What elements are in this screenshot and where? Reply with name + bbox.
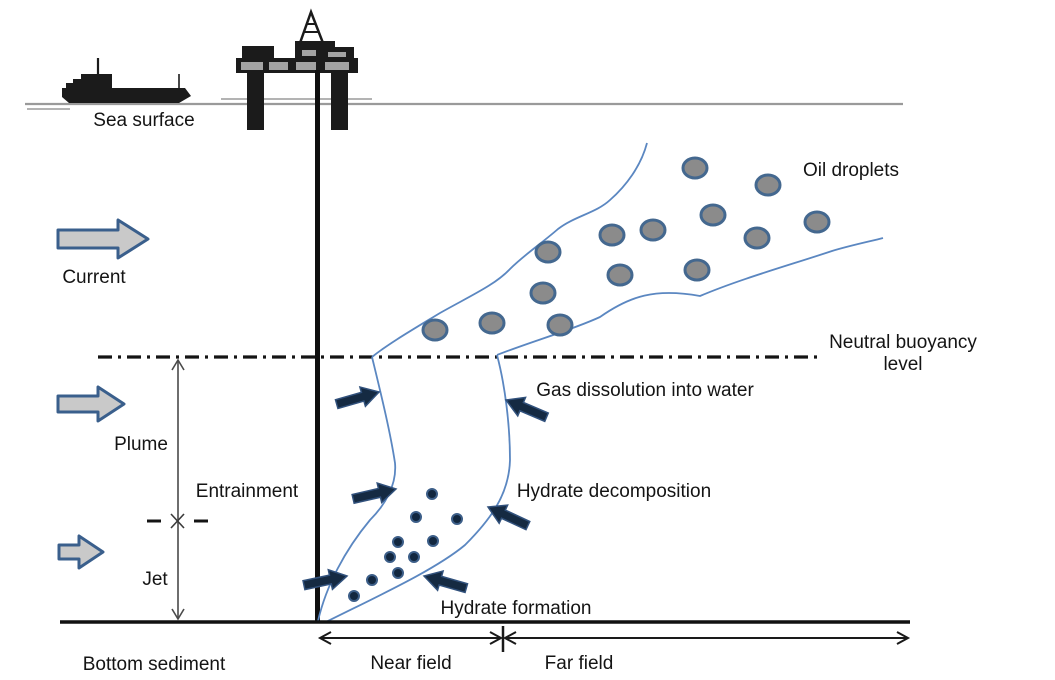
hydrate-formation-label: Hydrate formation bbox=[440, 598, 591, 619]
gas-dissolution-label: Gas dissolution into water bbox=[536, 380, 754, 401]
hydrate-particle bbox=[348, 590, 360, 602]
hydrate-particle bbox=[392, 536, 404, 548]
current-arrow bbox=[57, 534, 105, 570]
bottom-sediment-label: Bottom sediment bbox=[83, 654, 226, 675]
oil-droplets-label: Oil droplets bbox=[803, 160, 899, 181]
riser-pipe bbox=[315, 70, 320, 621]
oil-droplet bbox=[546, 313, 574, 337]
entrainment-arrows-group bbox=[302, 386, 550, 594]
neutral-buoyancy-label-line2: level bbox=[883, 354, 922, 375]
entrainment-arrow bbox=[334, 386, 381, 410]
hydrate-particle bbox=[451, 513, 463, 525]
oil-droplet bbox=[754, 173, 782, 197]
jet-label: Jet bbox=[142, 569, 168, 590]
oil-droplet bbox=[529, 281, 557, 305]
current-arrow bbox=[56, 385, 126, 423]
near-field-arrow bbox=[317, 631, 504, 645]
oil-droplet bbox=[606, 263, 634, 287]
entrainment-arrow bbox=[302, 568, 349, 591]
current-label: Current bbox=[62, 267, 126, 288]
hydrate-particle bbox=[427, 535, 439, 547]
entrainment-label: Entrainment bbox=[196, 481, 299, 502]
hydrate-particle bbox=[392, 567, 404, 579]
far-field-arrow bbox=[502, 631, 911, 645]
oil-droplet bbox=[681, 156, 709, 180]
oil-droplet bbox=[683, 258, 711, 282]
ship-icon bbox=[62, 58, 191, 103]
oil-droplet bbox=[743, 226, 771, 250]
far-field-label: Far field bbox=[545, 653, 614, 674]
hydrate-particle bbox=[410, 511, 422, 523]
hydrate-particle bbox=[408, 551, 420, 563]
oil-droplet bbox=[534, 240, 562, 264]
oil-droplet bbox=[639, 218, 667, 242]
entrainment-arrow bbox=[351, 481, 398, 505]
hydrate-particle bbox=[366, 574, 378, 586]
entrainment-arrow bbox=[422, 570, 469, 594]
hydrate-decomposition-label: Hydrate decomposition bbox=[517, 481, 711, 502]
oil-droplet bbox=[803, 210, 831, 234]
near-field-label: Near field bbox=[370, 653, 451, 674]
hydrate-particle bbox=[426, 488, 438, 500]
oil-droplet bbox=[421, 318, 449, 342]
entrainment-arrow bbox=[504, 396, 550, 423]
current-arrows-group bbox=[56, 218, 150, 570]
neutral-buoyancy-label-line1: Neutral buoyancy bbox=[829, 332, 977, 353]
oil-droplet bbox=[699, 203, 727, 227]
entrainment-arrow bbox=[486, 504, 531, 531]
farfield-boundary-upper bbox=[371, 142, 648, 358]
oil-platform-icon bbox=[236, 8, 358, 130]
plume-jet-divider-tick bbox=[147, 513, 208, 529]
oil-droplets-group bbox=[421, 156, 831, 342]
current-arrow bbox=[56, 218, 150, 260]
plume-label: Plume bbox=[114, 434, 168, 455]
sea-surface-label: Sea surface bbox=[93, 110, 194, 131]
oil-droplet bbox=[598, 223, 626, 247]
hydrate-particles-group bbox=[348, 488, 463, 602]
plume-extent-arrow bbox=[147, 358, 208, 621]
hydrate-particle bbox=[384, 551, 396, 563]
oil-droplet bbox=[478, 311, 506, 335]
